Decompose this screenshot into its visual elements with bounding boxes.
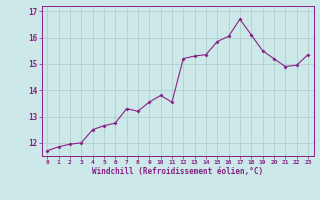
X-axis label: Windchill (Refroidissement éolien,°C): Windchill (Refroidissement éolien,°C) bbox=[92, 167, 263, 176]
